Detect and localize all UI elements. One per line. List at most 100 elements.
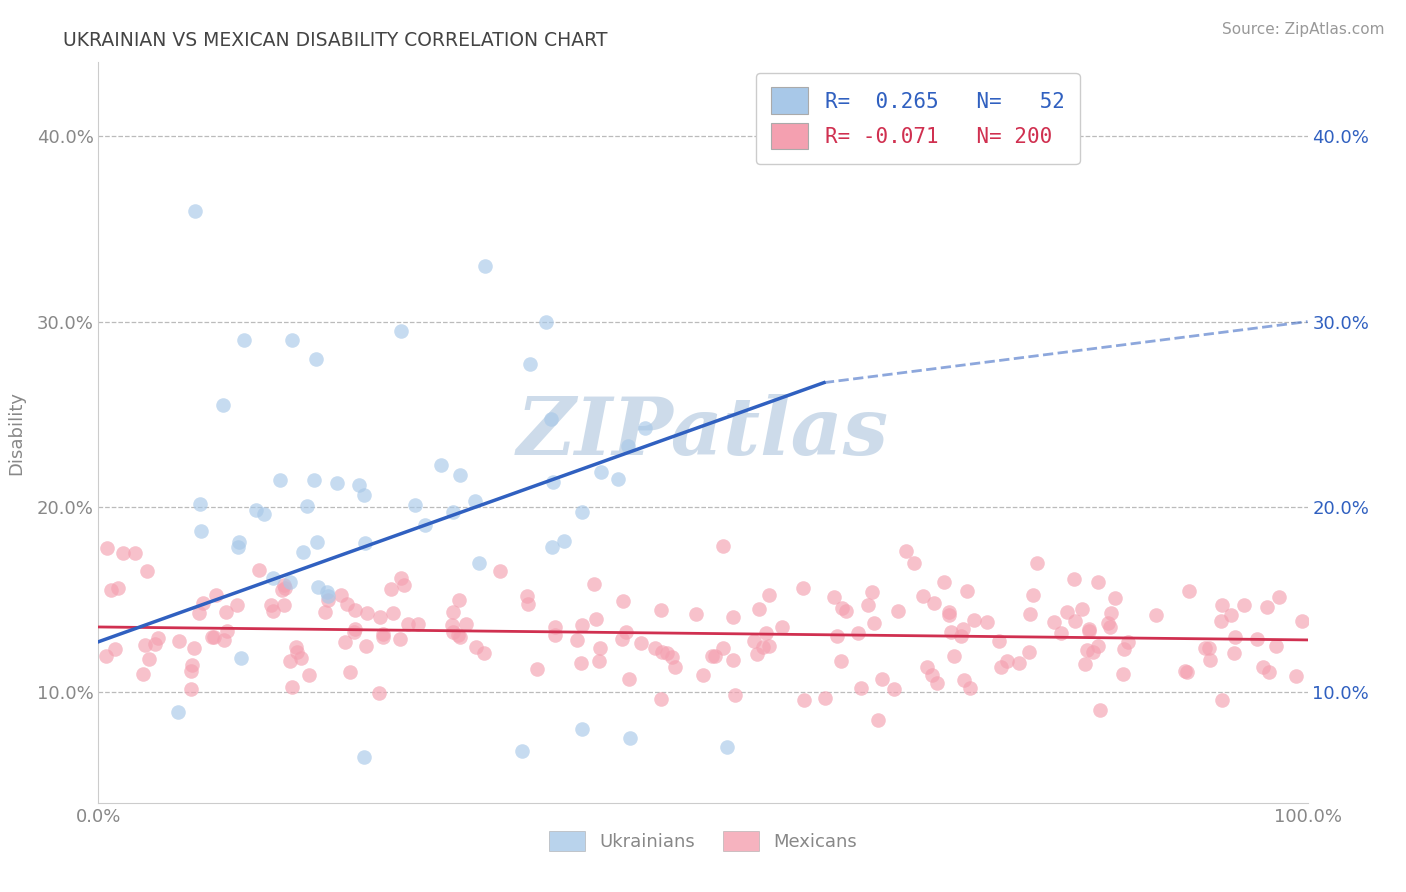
- Point: [903, 557, 925, 571]
- Point: [834, 604, 856, 618]
- Point: [987, 634, 1010, 648]
- Point: [711, 640, 734, 655]
- Point: [281, 680, 304, 694]
- Point: [260, 598, 283, 612]
- Point: [870, 672, 893, 686]
- Point: [191, 597, 214, 611]
- Point: [1251, 660, 1274, 674]
- Point: [285, 645, 308, 659]
- Point: [449, 467, 471, 482]
- Point: [202, 630, 225, 644]
- Point: [583, 577, 606, 591]
- Point: [863, 616, 886, 631]
- Point: [307, 581, 329, 595]
- Point: [212, 633, 235, 648]
- Point: [1285, 669, 1308, 683]
- Point: [1081, 645, 1104, 659]
- Point: [703, 648, 725, 663]
- Point: [353, 488, 375, 502]
- Point: [830, 654, 852, 668]
- Point: [915, 660, 938, 674]
- Point: [724, 689, 747, 703]
- Point: [953, 673, 976, 687]
- Point: [1087, 574, 1109, 589]
- Point: [644, 640, 666, 655]
- Point: [135, 565, 157, 579]
- Point: [167, 633, 190, 648]
- Point: [183, 641, 205, 656]
- Point: [1049, 625, 1071, 640]
- Point: [388, 632, 411, 646]
- Point: [1223, 630, 1246, 644]
- Point: [474, 259, 496, 273]
- Point: [314, 605, 336, 619]
- Point: [440, 618, 463, 632]
- Point: [228, 541, 250, 555]
- Point: [650, 692, 672, 706]
- Point: [630, 636, 652, 650]
- Point: [1194, 640, 1216, 655]
- Point: [1291, 614, 1313, 628]
- Point: [1209, 614, 1232, 628]
- Point: [617, 672, 640, 686]
- Point: [305, 351, 328, 366]
- Point: [166, 706, 188, 720]
- Point: [610, 632, 633, 646]
- Point: [700, 648, 723, 663]
- Point: [247, 563, 270, 577]
- Point: [565, 632, 588, 647]
- Point: [1063, 572, 1085, 586]
- Point: [938, 605, 960, 619]
- Point: [540, 411, 562, 425]
- Point: [1174, 664, 1197, 678]
- Point: [330, 588, 353, 602]
- Point: [232, 333, 254, 347]
- Point: [269, 473, 291, 487]
- Point: [343, 622, 366, 636]
- Point: [990, 660, 1012, 674]
- Point: [1021, 588, 1043, 602]
- Point: [868, 713, 890, 727]
- Y-axis label: Disability: Disability: [7, 391, 25, 475]
- Point: [1112, 642, 1135, 657]
- Point: [1256, 600, 1278, 615]
- Point: [271, 582, 294, 597]
- Point: [1246, 632, 1268, 646]
- Point: [356, 606, 378, 620]
- Point: [1097, 616, 1119, 631]
- Point: [107, 581, 129, 595]
- Point: [849, 681, 872, 696]
- Point: [134, 638, 156, 652]
- Point: [758, 588, 780, 602]
- Point: [273, 598, 295, 612]
- Point: [927, 676, 949, 690]
- Point: [1211, 598, 1233, 612]
- Text: Source: ZipAtlas.com: Source: ZipAtlas.com: [1222, 22, 1385, 37]
- Point: [1198, 640, 1220, 655]
- Point: [326, 475, 349, 490]
- Point: [349, 478, 371, 492]
- Point: [290, 650, 312, 665]
- Point: [449, 630, 471, 644]
- Point: [1077, 624, 1099, 639]
- Point: [938, 608, 960, 623]
- Point: [371, 630, 394, 644]
- Point: [716, 740, 738, 755]
- Point: [1074, 657, 1097, 671]
- Point: [1116, 635, 1139, 649]
- Point: [1175, 665, 1198, 680]
- Point: [1178, 583, 1201, 598]
- Point: [212, 398, 235, 412]
- Point: [519, 357, 541, 371]
- Point: [831, 601, 853, 615]
- Point: [441, 505, 464, 519]
- Point: [204, 588, 226, 602]
- Point: [952, 622, 974, 636]
- Point: [1018, 645, 1040, 659]
- Point: [959, 681, 981, 695]
- Point: [949, 630, 972, 644]
- Point: [281, 333, 304, 347]
- Point: [336, 597, 359, 611]
- Point: [104, 642, 127, 657]
- Point: [748, 602, 770, 616]
